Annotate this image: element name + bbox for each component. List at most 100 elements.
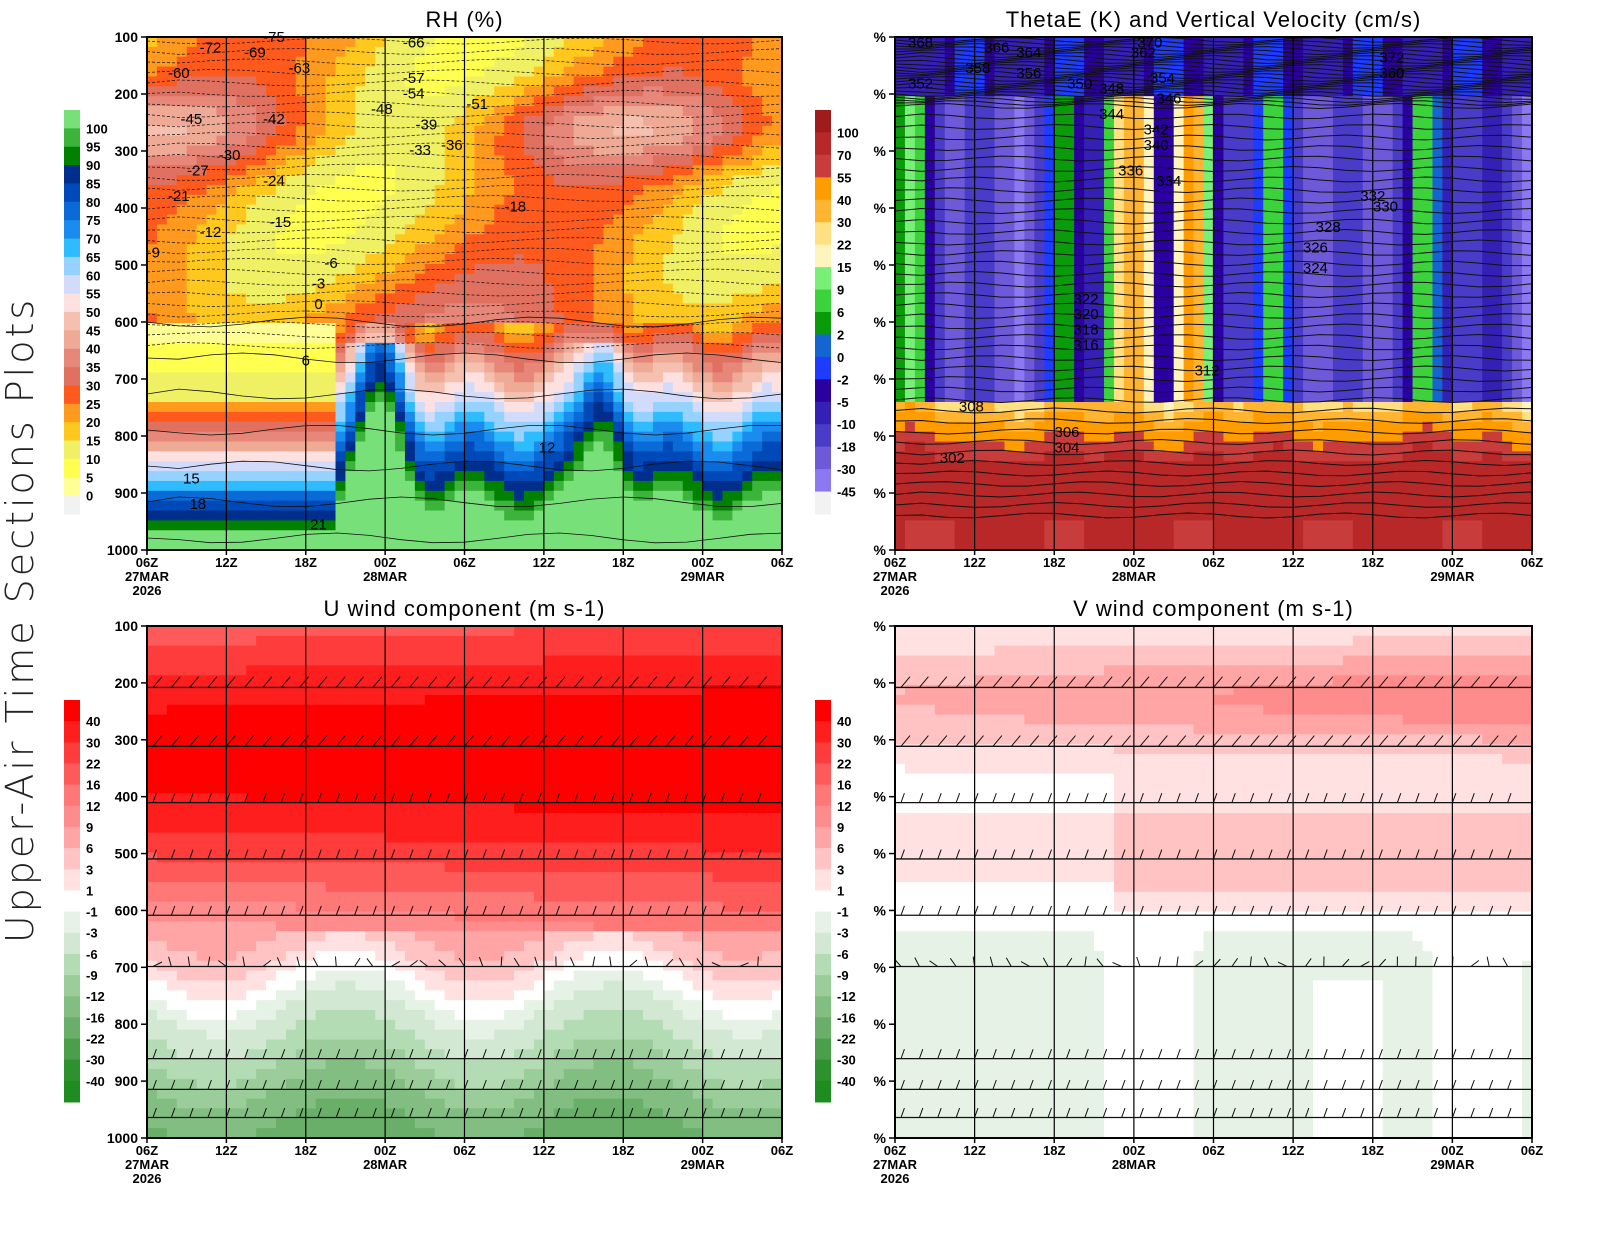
field-cell	[236, 431, 247, 443]
field-cell	[484, 204, 495, 216]
field-cell	[385, 56, 396, 68]
field-cell	[395, 461, 406, 472]
field-cell	[633, 402, 644, 413]
field-cell	[454, 145, 466, 156]
field-cell	[1074, 135, 1085, 147]
y-tick-label: 200	[115, 86, 139, 102]
field-cell	[964, 37, 976, 48]
field-cell	[385, 382, 396, 393]
field-cell	[603, 342, 614, 354]
field-cell	[186, 115, 198, 127]
field-cell	[1133, 66, 1145, 78]
field-cell	[1452, 214, 1463, 226]
field-cell	[176, 362, 188, 374]
field-cell	[434, 204, 446, 216]
field-cell	[256, 204, 267, 216]
field-cell	[365, 303, 376, 314]
field-cell	[395, 471, 406, 482]
field-cell	[772, 471, 783, 482]
field-cell	[285, 194, 297, 206]
field-cell	[365, 382, 376, 393]
field-cell	[593, 165, 604, 176]
field-cell	[742, 76, 753, 87]
field-cell	[752, 342, 763, 354]
field-cell	[494, 530, 505, 541]
field-cell	[623, 194, 634, 206]
field-cell	[395, 214, 406, 226]
field-cell	[954, 86, 966, 97]
field-cell	[256, 461, 267, 472]
field-cell	[1422, 66, 1434, 78]
field-cell	[1064, 165, 1075, 176]
field-cell	[1432, 214, 1444, 226]
field-cell	[226, 421, 237, 433]
field-cell	[246, 293, 257, 304]
field-cell	[1024, 66, 1035, 78]
field-cell	[1402, 155, 1414, 166]
field-cell	[275, 441, 287, 452]
field-cell	[1064, 234, 1075, 245]
field-cell	[226, 273, 237, 285]
field-cell	[772, 244, 783, 255]
field-cell	[553, 204, 565, 216]
field-cell	[474, 323, 485, 334]
field-cell	[1084, 214, 1095, 226]
field-cell	[196, 332, 208, 344]
x-tick-label: 12Z	[533, 555, 555, 570]
field-cell	[216, 234, 227, 245]
field-cell	[762, 96, 773, 107]
field-cell	[216, 263, 227, 275]
field-cell	[196, 194, 208, 206]
field-cell	[633, 283, 644, 295]
field-cell	[1313, 37, 1324, 48]
field-cell	[246, 165, 257, 176]
field-cell	[1054, 106, 1065, 117]
field-cell	[1392, 263, 1404, 275]
field-cell	[702, 520, 714, 531]
colorbar-swatch	[64, 495, 80, 515]
field-cell	[355, 37, 366, 48]
field-cell	[1382, 204, 1394, 216]
field-cell	[345, 86, 356, 97]
field-cell	[196, 392, 208, 403]
field-cell	[236, 372, 247, 383]
colorbar-label: 35	[86, 360, 100, 375]
field-cell	[1133, 194, 1145, 206]
field-cell	[256, 125, 267, 137]
field-cell	[166, 76, 178, 87]
field-cell	[1074, 76, 1085, 87]
field-cell	[895, 96, 906, 107]
field-cell	[524, 402, 535, 413]
field-cell	[424, 125, 436, 137]
field-cell	[156, 125, 168, 137]
field-cell	[613, 323, 624, 334]
field-cell	[1094, 184, 1105, 196]
field-cell	[266, 37, 277, 48]
field-cell	[593, 66, 604, 78]
field-cell	[1213, 135, 1225, 147]
field-cell	[672, 273, 684, 285]
field-cell	[603, 135, 614, 147]
field-cell	[1054, 135, 1065, 147]
field-cell	[176, 471, 188, 482]
field-cell	[504, 382, 515, 393]
field-cell	[295, 76, 307, 87]
field-cell	[1452, 224, 1463, 235]
field-cell	[762, 234, 773, 245]
field-cell	[613, 441, 624, 452]
field-cell	[672, 214, 684, 226]
field-cell	[147, 145, 158, 156]
field-cell	[385, 471, 396, 482]
field-cell	[1004, 125, 1016, 137]
field-cell	[895, 145, 906, 156]
field-cell	[196, 165, 208, 176]
field-cell	[712, 145, 724, 156]
field-cell	[1452, 155, 1463, 166]
field-cell	[742, 204, 753, 216]
field-cell	[395, 66, 406, 78]
x-tick-label: 12Z	[215, 555, 237, 570]
field-cell	[712, 352, 724, 364]
field-cell	[1522, 56, 1533, 68]
field-cell	[1412, 115, 1424, 127]
field-cell	[752, 382, 763, 393]
